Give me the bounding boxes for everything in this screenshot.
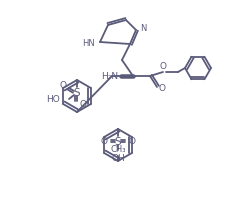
Text: OH: OH: [111, 154, 125, 163]
Text: S: S: [115, 137, 121, 147]
Text: N: N: [140, 24, 146, 32]
Text: HO: HO: [46, 94, 60, 104]
Text: CH₃: CH₃: [110, 145, 126, 154]
Text: O: O: [160, 62, 167, 71]
Text: H₂N: H₂N: [101, 71, 118, 81]
Text: O: O: [100, 137, 108, 147]
Text: O: O: [159, 84, 166, 92]
Text: S: S: [74, 88, 80, 98]
Text: HN: HN: [82, 38, 95, 48]
Text: O: O: [128, 137, 136, 147]
Text: O: O: [79, 100, 86, 109]
Text: O: O: [59, 81, 67, 89]
